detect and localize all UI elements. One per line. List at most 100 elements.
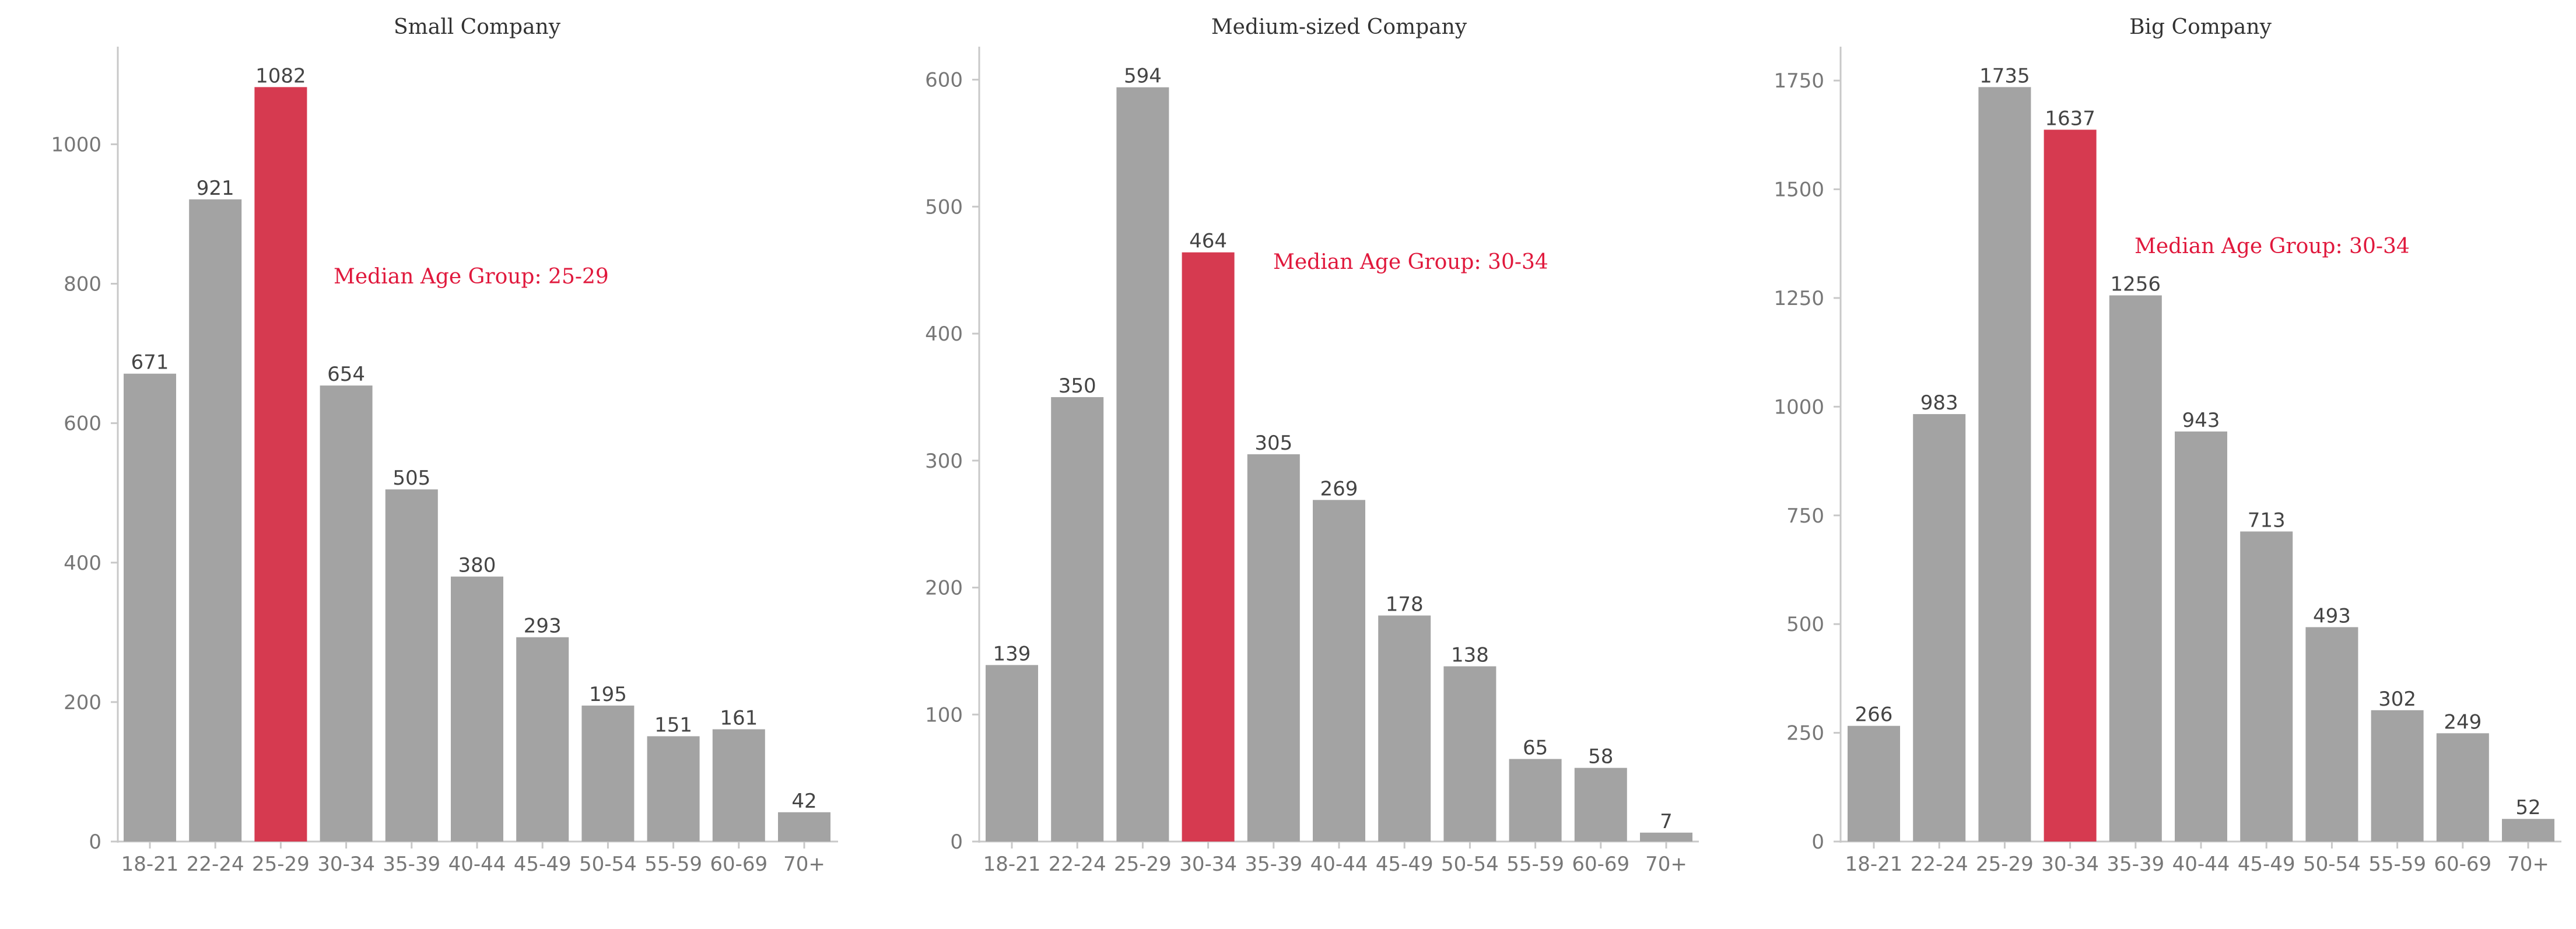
bar-18-21	[986, 665, 1038, 842]
x-tick-label: 50-54	[1441, 853, 1499, 876]
x-tick-label: 70+	[783, 853, 825, 876]
panel-medium-sized-company: Medium-sized Company Median Age Group: 3…	[925, 15, 1699, 876]
bar-50-54	[581, 705, 635, 842]
bar-value-label: 1637	[2045, 107, 2095, 130]
bar-value-label: 671	[131, 351, 169, 374]
bar-value-label: 138	[1451, 644, 1489, 667]
bar-18-21	[1848, 725, 1900, 842]
x-tick-label: 55-59	[1506, 853, 1564, 876]
bar-value-label: 380	[458, 554, 496, 577]
bar-value-label: 493	[2313, 604, 2351, 627]
x-tick-label: 40-44	[1310, 853, 1368, 876]
x-tick-label: 18-21	[1845, 853, 1903, 876]
bar-22-24	[1051, 397, 1104, 842]
x-tick-label: 25-29	[1114, 853, 1172, 876]
bar-50-54	[2305, 627, 2358, 842]
bar-value-label: 594	[1124, 65, 1162, 88]
bar-25-29	[1978, 87, 2031, 842]
bar-30-34	[320, 385, 373, 842]
bar-value-label: 161	[720, 707, 758, 730]
y-tick-label: 500	[925, 195, 963, 219]
x-tick-label: 22-24	[1911, 853, 1968, 876]
bar-value-label: 654	[327, 363, 365, 386]
x-tick-label: 25-29	[252, 853, 310, 876]
panel-small-company: Small Company Median Age Group: 25-29 0 2…	[51, 15, 838, 876]
bar-35-39	[1247, 454, 1300, 842]
bar-value-label: 1735	[1979, 64, 2030, 87]
median-annotation: Median Age Group: 25-29	[334, 265, 609, 289]
bar-value-label: 302	[2378, 688, 2416, 711]
bar-value-label: 65	[1523, 736, 1548, 759]
x-tick-label: 50-54	[579, 853, 637, 876]
bar-value-label: 350	[1059, 374, 1096, 398]
x-tick-label: 45-49	[2238, 853, 2295, 876]
x-tick-label: 60-69	[2434, 853, 2491, 876]
x-tick-label: 70+	[1645, 853, 1687, 876]
x-tick-label: 45-49	[1376, 853, 1434, 876]
median-annotation: Median Age Group: 30-34	[2135, 234, 2410, 258]
x-tick-label: 22-24	[187, 853, 244, 876]
y-tick-label: 1250	[1774, 287, 1824, 310]
bar-22-24	[189, 199, 242, 842]
y-tick-label: 750	[1786, 504, 1824, 528]
bar-value-label: 464	[1189, 230, 1227, 253]
y-tick-label: 600	[925, 69, 963, 92]
x-tick-label: 45-49	[514, 853, 572, 876]
bar-value-label: 42	[791, 790, 816, 813]
x-tick-label: 18-21	[983, 853, 1041, 876]
bar-40-44	[1313, 500, 1365, 842]
x-tick-label: 55-59	[644, 853, 702, 876]
bar-50-54	[1443, 666, 1496, 842]
bar-35-39	[2109, 295, 2162, 842]
bar-median-25-29	[254, 87, 307, 842]
y-tick-label: 500	[1786, 613, 1824, 636]
bar-55-59	[2371, 710, 2424, 842]
x-tick-label: 18-21	[121, 853, 179, 876]
y-tick-label: 1750	[1774, 69, 1824, 93]
bar-value-label: 269	[1320, 477, 1358, 500]
bar-value-label: 178	[1386, 593, 1424, 616]
bar-45-49	[516, 637, 569, 842]
y-tick-label: 1000	[1774, 395, 1824, 419]
x-tick-label: 60-69	[1572, 853, 1629, 876]
x-tick-label: 22-24	[1049, 853, 1106, 876]
bar-value-label: 921	[197, 177, 234, 200]
x-tick-label: 30-34	[2041, 853, 2099, 876]
bar-median-30-34	[1182, 252, 1235, 842]
bar-value-label: 943	[2182, 409, 2220, 432]
y-tick-label: 800	[64, 273, 101, 296]
x-tick-label: 50-54	[2303, 853, 2361, 876]
bar-value-label: 305	[1254, 432, 1292, 455]
y-tick-label: 1000	[51, 133, 101, 156]
bar-value-label: 266	[1855, 703, 1893, 727]
bar-40-44	[2175, 431, 2227, 842]
bar-55-59	[1509, 759, 1562, 842]
y-tick-label: 200	[64, 691, 101, 714]
bar-70+	[1640, 832, 1692, 842]
bar-70+	[778, 812, 830, 842]
bar-18-21	[124, 373, 176, 842]
bar-value-label: 7	[1660, 810, 1673, 833]
y-tick-label: 1500	[1774, 178, 1824, 202]
bar-value-label: 58	[1588, 745, 1613, 769]
bar-45-49	[2240, 531, 2293, 842]
panel-title: Medium-sized Company	[1211, 15, 1467, 39]
bar-value-label: 151	[654, 713, 692, 737]
y-tick-label: 0	[1811, 830, 1824, 854]
x-tick-label: 30-34	[317, 853, 375, 876]
bar-value-label: 1256	[2111, 272, 2161, 296]
x-tick-label: 60-69	[710, 853, 767, 876]
y-tick-label: 100	[925, 703, 963, 727]
y-tick-label: 400	[64, 552, 101, 575]
x-tick-label: 25-29	[1976, 853, 2034, 876]
bar-22-24	[1913, 414, 1966, 842]
bar-55-59	[647, 736, 700, 842]
x-tick-label: 35-39	[2107, 853, 2164, 876]
x-tick-label: 70+	[2507, 853, 2549, 876]
y-tick-label: 600	[64, 412, 101, 436]
bar-60-69	[712, 729, 765, 842]
bar-45-49	[1378, 615, 1431, 842]
bar-value-label: 139	[993, 642, 1031, 665]
panel-title: Small Company	[394, 15, 561, 39]
